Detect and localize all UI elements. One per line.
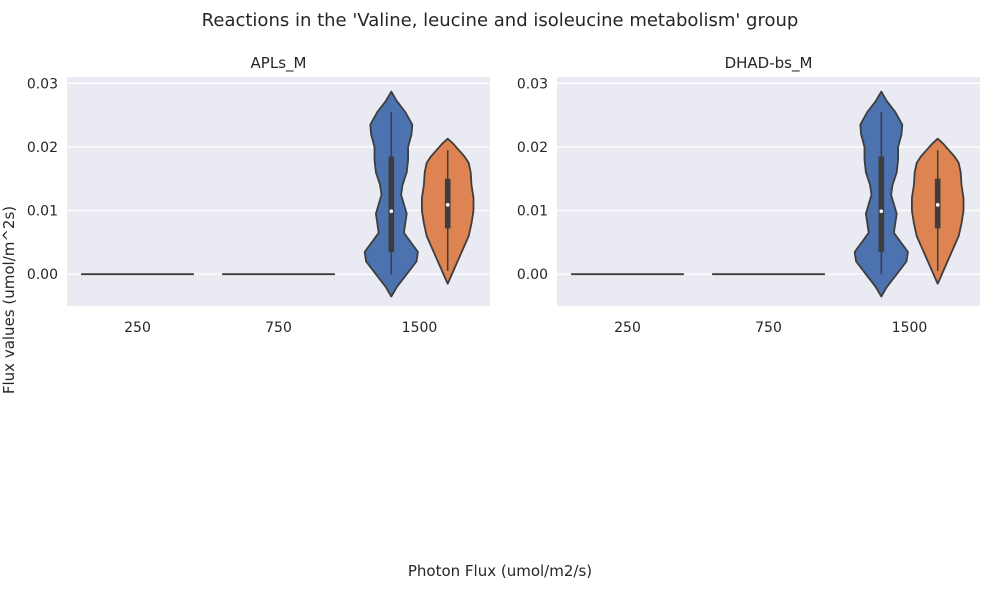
violin [911,137,965,285]
violin-median [445,203,450,207]
y-tick-label: 0.02 [27,140,58,156]
y-axis-label: Flux values (umol/m^2s) [0,206,18,394]
x-tick-label: 750 [265,320,292,336]
x-tick-label: 1500 [402,320,438,336]
y-tick-label: 0.01 [27,204,58,220]
y-tick-label: 0.01 [517,204,548,220]
y-tick-label: 0.00 [517,267,548,283]
violin-median [389,209,394,214]
panels: 0.00 0.01 0.02 0.03 250 750 1500 APLs_M 0.00 0.01… [27,54,980,336]
y-tick-label: 0.02 [517,140,548,156]
violin [363,90,419,298]
plot-background [67,77,490,306]
x-tick-label: 750 [755,320,782,336]
x-tick-label: 250 [124,320,151,336]
violin [853,90,909,298]
y-tick-label: 0.03 [517,76,548,92]
figure-title: Reactions in the 'Valine, leucine and is… [202,10,799,31]
violin-iqr-box [388,156,395,252]
violin-median [879,209,884,214]
panel-2: 0.00 0.01 0.02 0.03 250 750 1500 DHAD-bs_M [517,54,980,336]
x-tick-label: 250 [614,320,641,336]
violin-iqr-box [878,156,885,252]
x-axis-label: Photon Flux (umol/m2/s) [408,562,592,580]
panel-title: DHAD-bs_M [725,54,813,73]
y-tick-label: 0.00 [27,267,58,283]
y-tick-label: 0.03 [27,76,58,92]
violin [421,137,475,285]
plot-background [557,77,980,306]
panel-1: 0.00 0.01 0.02 0.03 250 750 1500 APLs_M [27,54,490,336]
x-tick-label: 1500 [892,320,928,336]
violin-median [935,203,940,207]
panel-title: APLs_M [251,54,307,73]
